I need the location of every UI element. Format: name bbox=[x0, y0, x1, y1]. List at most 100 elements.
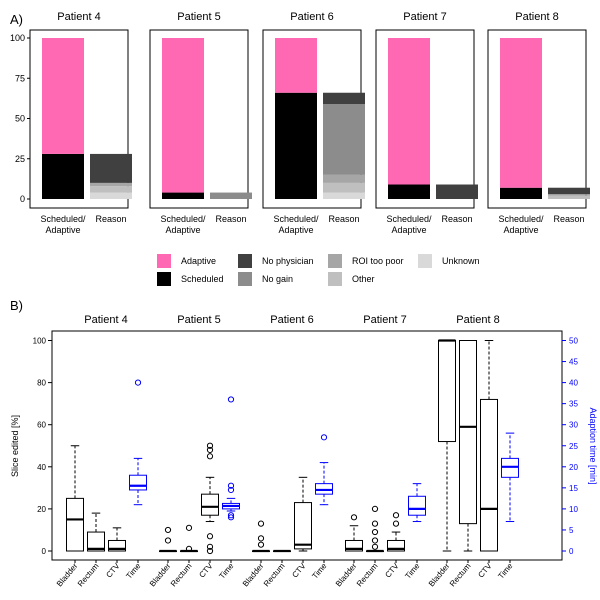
b-outlier bbox=[227, 482, 235, 489]
legend-label: ROI too poor bbox=[352, 256, 404, 266]
a-xtick-label: Reason bbox=[441, 214, 472, 224]
b-outlier bbox=[371, 537, 379, 544]
b-box bbox=[408, 495, 426, 516]
a-ytick-label: 50 bbox=[15, 114, 25, 124]
b-outlier bbox=[206, 453, 214, 460]
b-facet-title: Patient 4 bbox=[84, 314, 127, 326]
legend-label: Other bbox=[352, 274, 375, 284]
b-outlier bbox=[164, 526, 172, 534]
b-box bbox=[480, 398, 498, 552]
a-bar-adaptive bbox=[500, 38, 542, 188]
a-xtick-label: Adaptive bbox=[278, 225, 313, 235]
b-y2tick-label: 30 bbox=[569, 421, 578, 430]
legend-label: No physician bbox=[262, 256, 314, 266]
b-box bbox=[66, 497, 84, 552]
b-box bbox=[108, 539, 126, 552]
a-bar-adaptive bbox=[162, 38, 204, 193]
b-outlier bbox=[257, 535, 265, 542]
b-xtick-label: CTV bbox=[197, 561, 215, 580]
b-xtick-label: Time bbox=[403, 561, 421, 581]
b-outlier bbox=[371, 505, 379, 512]
a-xtick-label: Adaptive bbox=[391, 225, 426, 235]
a-bar-scheduled bbox=[162, 192, 204, 199]
b-y2tick-label: 45 bbox=[569, 358, 578, 367]
b-xtick-label: Rectum bbox=[355, 561, 380, 588]
panel-a-stacked-bars: 0 25 50 75 100 Patient 4 Scheduled/Adaptive Rea… bbox=[10, 11, 590, 235]
b-xtick-label: Bladder bbox=[55, 561, 80, 588]
b-box bbox=[438, 340, 456, 443]
b-xtick-label: Bladder bbox=[334, 561, 359, 588]
b-y2tick-label: 5 bbox=[569, 526, 574, 535]
b-xtick-label: Rectum bbox=[169, 561, 194, 588]
b-outlier bbox=[371, 528, 379, 536]
b-box bbox=[87, 531, 105, 552]
b-y2label: Adaption time [min] bbox=[588, 407, 598, 484]
a-facet-frame bbox=[487, 29, 587, 209]
b-y2tick-label: 0 bbox=[569, 547, 574, 556]
legend-swatch bbox=[238, 254, 252, 268]
b-y2tick-label: 40 bbox=[569, 379, 578, 388]
b-y2tick-label: 50 bbox=[569, 337, 578, 346]
b-xtick-label: Bladder bbox=[148, 561, 173, 588]
b-ytick-label: 40 bbox=[37, 463, 46, 472]
legend-label: No gain bbox=[262, 274, 293, 284]
b-outlier bbox=[227, 486, 235, 494]
b-ytick-label: 20 bbox=[37, 505, 46, 514]
a-ytick-label: 75 bbox=[15, 73, 25, 83]
b-y2tick-label: 25 bbox=[569, 442, 578, 451]
b-ytick-label: 60 bbox=[37, 421, 46, 430]
a-bar-reason bbox=[90, 182, 132, 187]
legend-label: Adaptive bbox=[181, 256, 216, 266]
a-xtick-label: Adaptive bbox=[45, 225, 80, 235]
b-box bbox=[129, 474, 147, 491]
b-outlier bbox=[185, 545, 193, 552]
b-outlier bbox=[185, 524, 193, 531]
a-bar-reason bbox=[548, 194, 590, 196]
b-outlier bbox=[206, 533, 214, 540]
a-xtick-label: Reason bbox=[553, 214, 584, 224]
a-xtick-label: Reason bbox=[215, 214, 246, 224]
a-xtick-label: Scheduled/ bbox=[40, 214, 86, 224]
a-bar-adaptive bbox=[275, 38, 317, 93]
a-bar-adaptive bbox=[388, 38, 430, 185]
a-bar-reason bbox=[210, 192, 252, 199]
a-bar-scheduled bbox=[388, 184, 430, 199]
a-ytick-label: 0 bbox=[20, 194, 25, 204]
a-xtick-label: Adaptive bbox=[503, 225, 538, 235]
a-bar-scheduled bbox=[500, 187, 542, 199]
b-facet-title: Patient 7 bbox=[363, 314, 406, 326]
b-outlier bbox=[227, 396, 235, 403]
b-box bbox=[345, 539, 363, 552]
panel-label-b: B) bbox=[10, 298, 23, 313]
b-xtick-label: Time bbox=[124, 561, 142, 581]
legend-swatch bbox=[157, 254, 171, 268]
b-y2tick-label: 35 bbox=[569, 400, 578, 409]
a-facet-title: Patient 7 bbox=[403, 11, 446, 23]
panel-a-legend: Adaptive Scheduled No physician No gain ROI … bbox=[157, 254, 480, 286]
b-y2tick-label: 10 bbox=[569, 505, 578, 514]
b-ylabel: Slice edited [%] bbox=[10, 415, 20, 477]
legend-swatch bbox=[418, 254, 432, 268]
b-xtick-label: Bladder bbox=[427, 561, 452, 588]
b-facet-title: Patient 5 bbox=[177, 314, 220, 326]
a-xtick-label: Scheduled/ bbox=[386, 214, 432, 224]
a-facet-title: Patient 6 bbox=[290, 11, 333, 23]
a-xtick-label: Reason bbox=[95, 214, 126, 224]
a-bar-reason bbox=[323, 92, 365, 105]
b-outlier bbox=[206, 543, 214, 550]
b-outlier bbox=[371, 543, 379, 550]
b-outlier bbox=[371, 520, 379, 527]
legend-label: Scheduled bbox=[181, 274, 224, 284]
panel-label-a: A) bbox=[10, 12, 23, 27]
b-outlier bbox=[227, 512, 235, 519]
a-ytick-label: 100 bbox=[10, 33, 25, 43]
b-xtick-label: CTV bbox=[104, 561, 122, 580]
a-bar-reason bbox=[323, 174, 365, 183]
b-ytick-label: 100 bbox=[33, 337, 47, 346]
b-ytick-label: 0 bbox=[42, 547, 47, 556]
a-facet-title: Patient 8 bbox=[515, 11, 558, 23]
legend-swatch bbox=[328, 272, 342, 286]
b-y2tick-label: 20 bbox=[569, 463, 578, 472]
a-bar-reason bbox=[90, 192, 132, 199]
